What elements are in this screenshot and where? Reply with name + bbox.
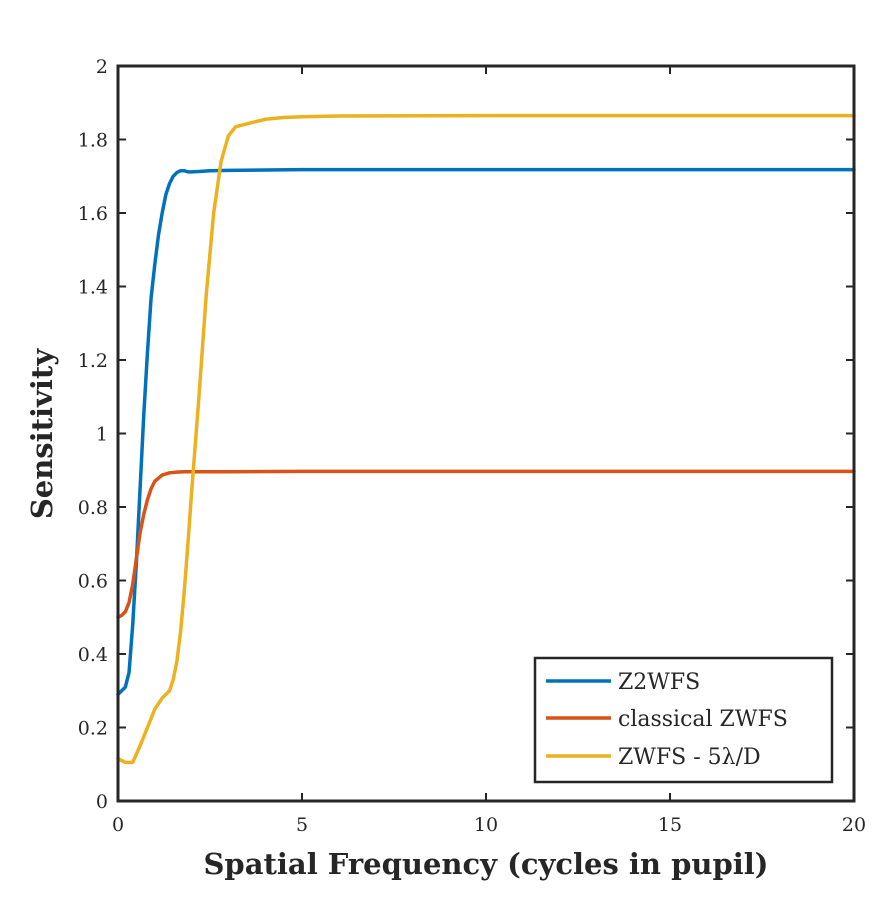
- legend-label-classical-zwfs: classical ZWFS: [618, 707, 788, 732]
- legend-label-zwfs-5ld: ZWFS - 5λ/D: [618, 745, 761, 770]
- series-line-classical-zwfs: [116, 469, 856, 619]
- y-tick-label: 0.8: [78, 497, 108, 519]
- series-line-zwfs-5-d: [116, 113, 856, 765]
- legend: Z2WFS classical ZWFS ZWFS - 5λ/D: [533, 656, 834, 784]
- legend-label-z2wfs: Z2WFS: [618, 670, 700, 695]
- x-axis-title: Spatial Frequency (cycles in pupil): [203, 847, 768, 881]
- y-axis-title: Sensitivity: [25, 348, 59, 519]
- y-tick-label: 1.2: [78, 350, 108, 372]
- y-tick-label: 0.2: [78, 718, 108, 740]
- y-tick-label: 1.4: [78, 277, 108, 299]
- ticks-layer: 0 5 10 15 20 0 0.2 0.4 0.6 0.8 1 1.2 1.4 1.6 1.8 2: [78, 56, 866, 836]
- series-line-z2wfs: [116, 167, 856, 697]
- y-tick-label: 0.6: [78, 571, 108, 593]
- x-tick-label: 15: [658, 814, 682, 836]
- series-layer: [116, 113, 856, 765]
- y-tick-label: 1: [96, 424, 108, 446]
- y-tick-label: 0.4: [78, 644, 108, 666]
- y-tick-label: 0: [96, 791, 108, 813]
- x-tick-label: 5: [296, 814, 308, 836]
- x-tick-label: 20: [842, 814, 866, 836]
- y-tick-label: 1.8: [78, 130, 108, 152]
- legend-box: [533, 656, 834, 784]
- x-tick-label: 0: [112, 814, 124, 836]
- y-tick-label: 1.6: [78, 203, 108, 225]
- y-tick-label: 2: [96, 56, 108, 78]
- x-tick-label: 10: [474, 814, 498, 836]
